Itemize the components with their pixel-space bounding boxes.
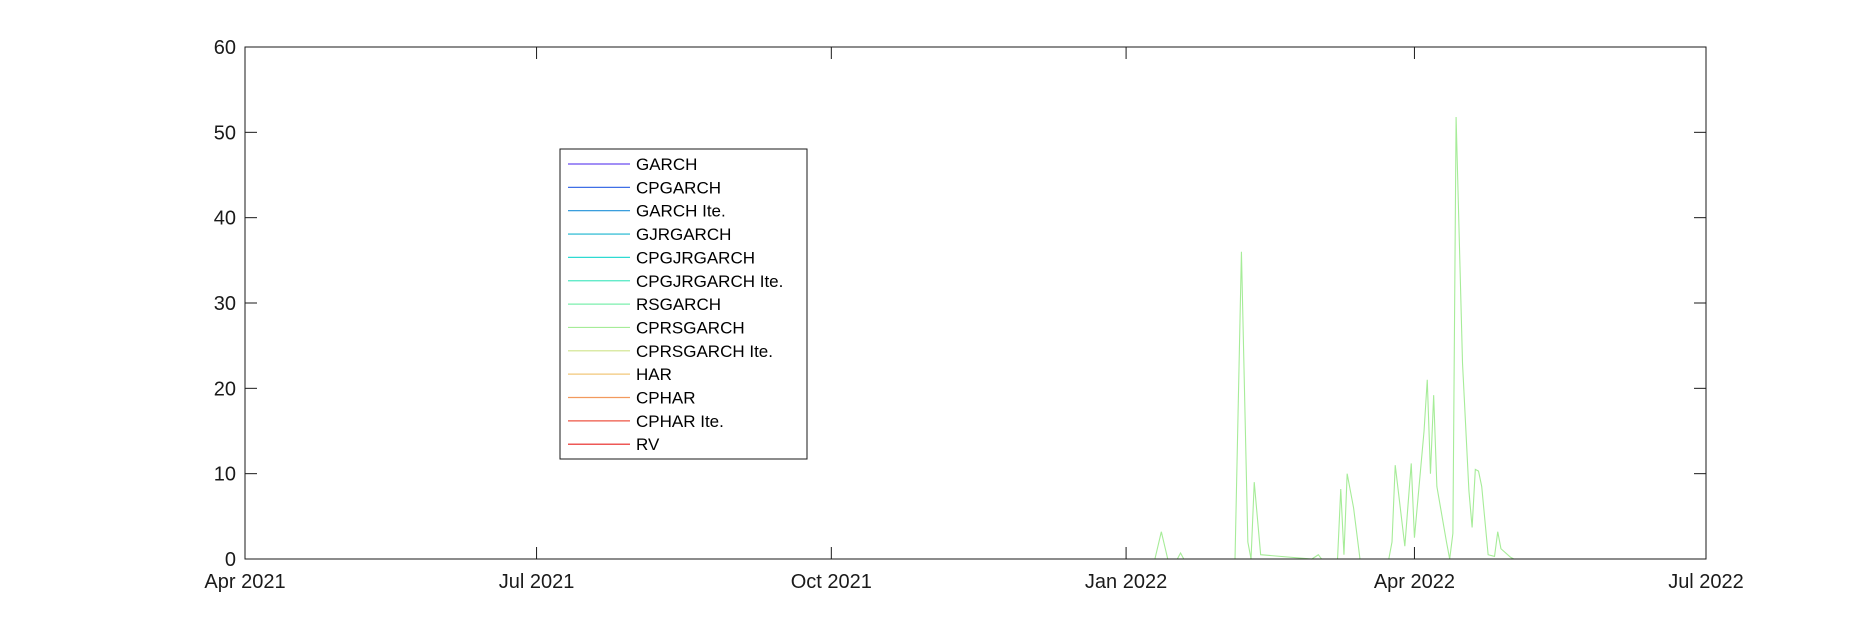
tick-layer: Apr 2021 Jul 2021 Oct 2021 Jan 2022 Apr 2022… — [204, 37, 1743, 593]
y-tick-label: 10 — [214, 464, 236, 486]
legend-label: RV — [636, 435, 660, 454]
legend-label: RSGARCH — [636, 295, 721, 314]
legend-label: CPRSGARCH Ite. — [636, 342, 773, 361]
y-tick-label: 20 — [214, 378, 236, 400]
legend-label: CPRSGARCH — [636, 318, 745, 337]
legend-label: CPHAR Ite. — [636, 412, 724, 431]
legend-label: GJRGARCH — [636, 225, 731, 244]
legend-label: CPGARCH — [636, 178, 721, 197]
y-tick-label: 60 — [214, 37, 236, 59]
x-tick-label: Oct 2021 — [791, 571, 872, 593]
series-line-7 — [395, 116, 1610, 560]
x-tick-label: Jan 2022 — [1085, 571, 1167, 593]
legend: GARCH CPGARCH GARCH Ite. GJRGARCH CPGJRGARCH… — [559, 148, 808, 460]
x-tick-label: Apr 2021 — [204, 571, 285, 593]
legend-label: GARCH Ite. — [636, 202, 726, 221]
x-tick-label: Apr 2022 — [1374, 571, 1455, 593]
y-tick-label: 50 — [214, 122, 236, 144]
y-tick-label: 0 — [225, 549, 236, 571]
legend-label: CPGJRGARCH — [636, 248, 755, 267]
plot-area — [245, 47, 1706, 559]
legend-label: HAR — [636, 365, 672, 384]
x-tick-label: Jul 2021 — [499, 571, 575, 593]
y-tick-label: 40 — [214, 208, 236, 230]
legend-label: GARCH — [636, 155, 697, 174]
legend-label: CPHAR — [636, 389, 696, 408]
legend-label: CPGJRGARCH Ite. — [636, 272, 783, 291]
x-tick-label: Jul 2022 — [1668, 571, 1744, 593]
y-tick-label: 30 — [214, 293, 236, 315]
